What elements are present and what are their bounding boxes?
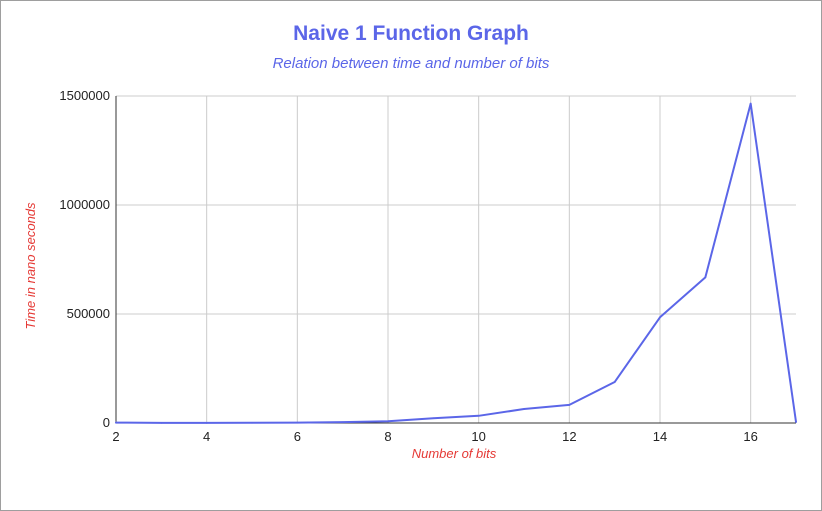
x-tick-label: 6 bbox=[294, 429, 301, 444]
x-tick-label: 8 bbox=[384, 429, 391, 444]
data-point bbox=[613, 381, 616, 383]
data-point bbox=[205, 422, 208, 424]
data-point bbox=[749, 102, 752, 105]
data-point bbox=[160, 422, 163, 424]
y-axis-title: Time in nano seconds bbox=[23, 202, 38, 330]
y-tick-label: 1000000 bbox=[59, 197, 110, 212]
data-point bbox=[296, 421, 299, 424]
data-point bbox=[568, 404, 571, 406]
chart-subtitle: Relation between time and number of bits bbox=[272, 55, 550, 72]
data-point bbox=[659, 316, 661, 319]
data-point bbox=[115, 421, 117, 424]
axes bbox=[115, 96, 796, 424]
x-axis-title: Number of bits bbox=[412, 446, 497, 461]
x-tick-label: 2 bbox=[112, 429, 119, 444]
data-point bbox=[432, 417, 435, 420]
y-tick-label: 500000 bbox=[67, 306, 110, 321]
series-layer bbox=[115, 102, 797, 424]
data-point bbox=[704, 276, 707, 279]
x-tick-label: 10 bbox=[471, 429, 485, 444]
y-tick-label: 1500000 bbox=[59, 88, 110, 103]
x-tick-label: 16 bbox=[743, 429, 757, 444]
data-point bbox=[341, 421, 344, 423]
data-point bbox=[795, 421, 797, 423]
y-tick-label: 0 bbox=[103, 415, 110, 430]
grid-lines bbox=[116, 95, 796, 423]
x-tick-label: 14 bbox=[653, 429, 667, 444]
chart-title: Naive 1 Function Graph bbox=[293, 22, 529, 45]
series-line bbox=[115, 102, 797, 424]
x-tick-label: 12 bbox=[562, 429, 576, 444]
tick-labels: 2 4 6 8 10 12 14 16 0 500000 1000000 1500000 bbox=[59, 88, 758, 444]
data-point bbox=[523, 408, 525, 410]
data-point bbox=[387, 420, 389, 423]
data-point bbox=[251, 421, 253, 424]
x-tick-label: 4 bbox=[203, 429, 210, 444]
data-point bbox=[477, 415, 480, 417]
